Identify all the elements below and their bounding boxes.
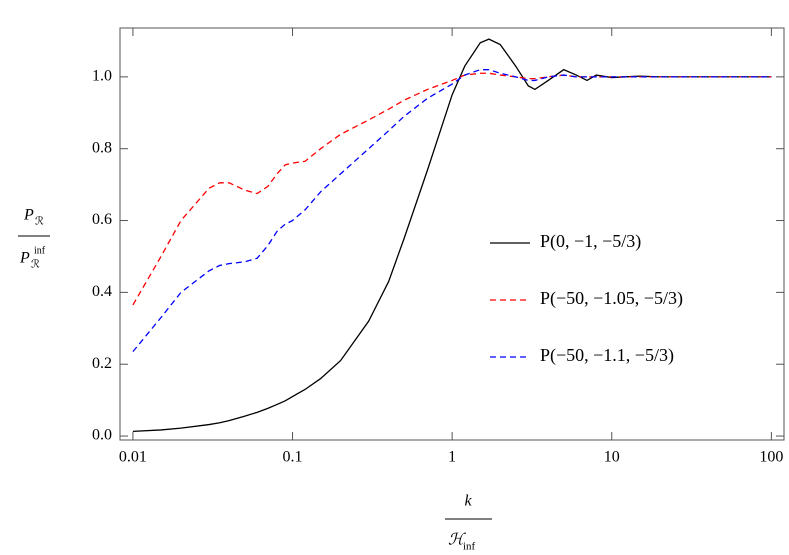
y-tick-label: 0.6: [92, 211, 112, 228]
plot-frame: [119, 27, 785, 441]
y-tick-label: 0.0: [92, 427, 112, 444]
legend-label: P(0, −1, −5/3): [540, 231, 641, 252]
series-line: [132, 72, 772, 306]
y-label-numerator-sub: ℛ: [35, 216, 44, 228]
y-label-numerator: P: [23, 207, 34, 224]
y-tick-label: 0.8: [92, 139, 112, 156]
y-tick-label: 1.0: [92, 68, 112, 85]
y-tick-label: 0.2: [92, 355, 112, 372]
y-label-denominator: P: [19, 250, 30, 267]
y-label-denominator-sub: ℛ: [31, 259, 40, 271]
x-tick-label: 0.1: [283, 449, 303, 466]
x-tick-label: 1: [448, 449, 456, 466]
legend-label: P(−50, −1.05, −5/3): [540, 288, 683, 309]
y-tick-label: 0.4: [92, 283, 112, 300]
series-line: [132, 69, 772, 353]
y-label-denominator-sup: inf: [34, 245, 46, 256]
x-tick-label: 10: [604, 449, 620, 466]
x-label-denominator-sub: inf: [463, 541, 476, 553]
legend-label: P(−50, −1.1, −5/3): [540, 345, 674, 366]
series-line: [132, 38, 772, 433]
x-label-denominator: ℋ: [448, 532, 466, 549]
x-label-numerator: k: [464, 493, 472, 510]
x-tick-label: 0.01: [119, 449, 147, 466]
x-tick-label: 100: [759, 449, 783, 466]
